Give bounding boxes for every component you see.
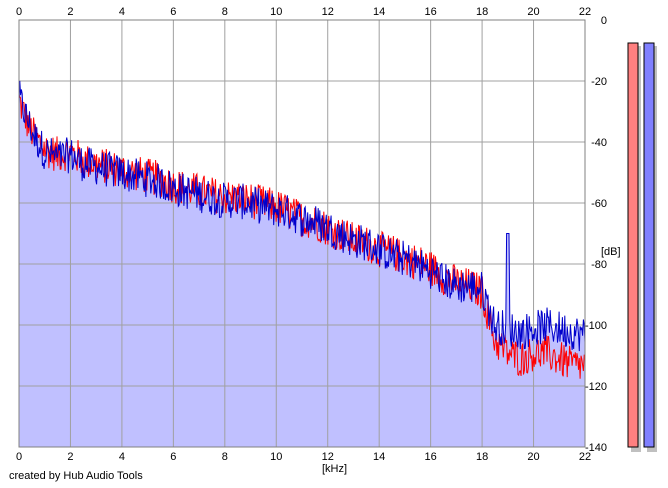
y-tick-label: -140: [585, 442, 607, 454]
x-tick-label: 10: [270, 451, 282, 463]
series-line-right: [18, 80, 586, 352]
x-tick-label: 16: [425, 451, 437, 463]
x-tick-label: 4: [119, 451, 125, 463]
x-tick-label: 10: [270, 6, 282, 18]
x-tick-label: 18: [476, 6, 488, 18]
y-axis-label: [dB]: [601, 246, 621, 258]
y-tick-label: -20: [591, 76, 607, 88]
x-tick-label: 8: [222, 6, 228, 18]
x-tick-label: 22: [579, 451, 591, 463]
x-tick-label: 16: [425, 6, 437, 18]
x-axis-label: [kHz]: [322, 463, 347, 475]
y-tick-label: -100: [585, 320, 607, 332]
level-meter-right: [643, 42, 655, 448]
x-tick-label: 0: [16, 451, 22, 463]
x-tick-label: 14: [373, 451, 385, 463]
x-tick-label: 0: [16, 6, 22, 18]
level-meters: [627, 42, 657, 452]
x-tick-label: 6: [170, 6, 176, 18]
grid-lines: [19, 20, 585, 447]
y-tick-label: -80: [591, 259, 607, 271]
x-axis-bottom-labels: 0 2 4 6 8 10 12 14 16 18 20 22: [16, 451, 591, 463]
plot-border: [18, 19, 586, 448]
level-meter-left: [627, 42, 639, 448]
x-tick-label: 6: [170, 451, 176, 463]
x-tick-label: 18: [476, 451, 488, 463]
y-tick-label: 0: [601, 15, 607, 27]
x-tick-label: 2: [67, 6, 73, 18]
y-axis-labels: 0 -20 -40 -60 -80 -100 -120 -140: [585, 15, 607, 454]
x-tick-label: 8: [222, 451, 228, 463]
x-axis-top-labels: 0 2 4 6 8 10 12 14 16 18 20 22: [16, 6, 591, 18]
x-tick-label: 4: [119, 6, 125, 18]
y-tick-label: -120: [585, 381, 607, 393]
x-tick-label: 12: [322, 451, 334, 463]
x-tick-label: 20: [527, 6, 539, 18]
x-tick-label: 12: [322, 6, 334, 18]
credit-text: created by Hub Audio Tools: [9, 470, 143, 482]
y-tick-label: -60: [591, 198, 607, 210]
x-tick-label: 22: [579, 6, 591, 18]
x-tick-label: 14: [373, 6, 385, 18]
x-tick-label: 20: [527, 451, 539, 463]
y-tick-label: -40: [591, 137, 607, 149]
x-tick-label: 2: [67, 451, 73, 463]
